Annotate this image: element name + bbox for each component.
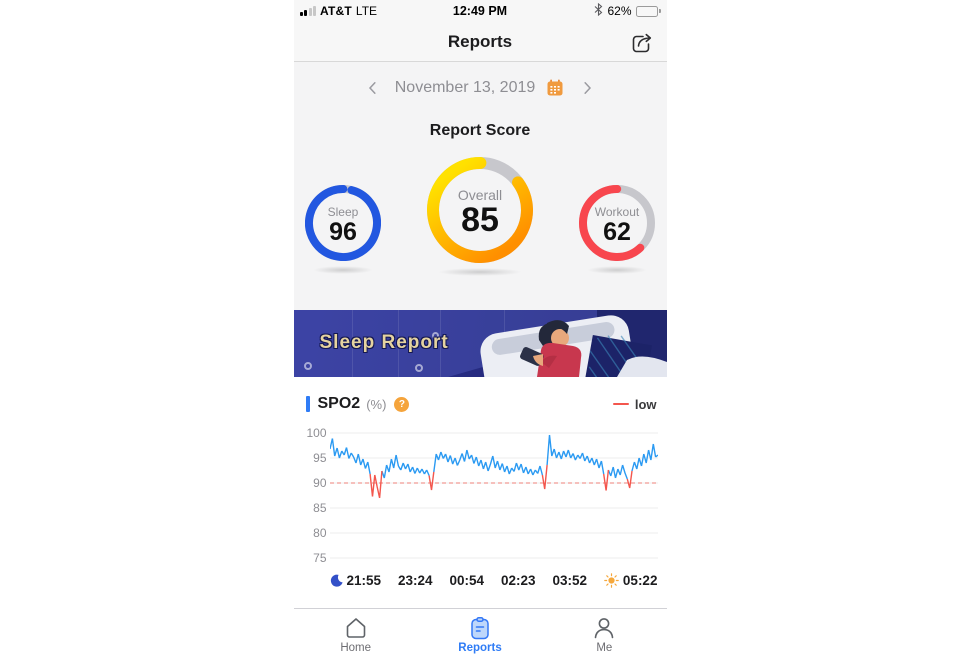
y-tick: 100 — [306, 426, 327, 440]
me-icon — [595, 617, 614, 638]
phone-screen: AT&T LTE 12:49 PM 62% Reports — [293, 0, 667, 660]
workout-gauge-label: Workout — [594, 205, 640, 220]
banner-title: Sleep Report — [319, 332, 449, 353]
low-legend-dash — [612, 402, 629, 406]
network-label: LTE — [355, 4, 378, 18]
sleep-gauge-label: Sleep — [327, 205, 359, 220]
spo2-chart-svg — [328, 432, 658, 559]
overall-gauge-ring — [427, 157, 533, 263]
workout-gauge-value: 62 — [603, 218, 631, 247]
y-axis-labels: 100 95 90 85 80 75 — [306, 426, 330, 565]
sleep-report-banner[interactable]: Sleep Report — [293, 310, 667, 377]
reports-icon — [471, 616, 489, 639]
calendar-button[interactable] — [545, 78, 565, 98]
report-score-section: November 13, 2019 — [293, 62, 667, 310]
sleep-illustration — [479, 310, 667, 377]
tab-reports[interactable]: Reports — [418, 609, 542, 660]
report-score-title: Report Score — [429, 122, 531, 139]
chevron-left-icon — [368, 82, 376, 94]
y-tick: 85 — [313, 501, 327, 515]
calendar-icon — [547, 79, 563, 96]
spo2-section: SPO2 (%) ? low 100 95 90 85 80 75 — [293, 377, 667, 608]
y-tick: 75 — [313, 551, 327, 565]
x-axis-labels: 21:55 23:24 00:54 02:23 03:52 05:22 — [330, 573, 658, 588]
low-legend-label: low — [634, 396, 657, 412]
status-bar: AT&T LTE 12:49 PM 62% — [293, 0, 667, 22]
sleep-gauge-value: 96 — [329, 218, 357, 247]
low-legend: low — [612, 396, 657, 412]
x-tick: 03:52 — [552, 573, 587, 588]
bluetooth-icon — [594, 2, 603, 19]
help-icon[interactable]: ? — [394, 396, 410, 412]
date-navigator: November 13, 2019 — [294, 62, 667, 100]
overall-gauge-value: 85 — [461, 200, 499, 239]
spo2-unit-label: (%) — [366, 396, 387, 412]
share-button[interactable] — [629, 30, 655, 56]
share-icon — [632, 33, 651, 53]
spo2-chart: 100 95 90 85 80 75 — [306, 426, 658, 565]
clock: 12:49 PM — [452, 4, 508, 18]
sun-icon — [604, 573, 619, 588]
x-tick: 23:24 — [397, 573, 433, 588]
workout-gauge-ring — [579, 185, 655, 261]
home-icon — [346, 617, 365, 638]
workout-score-gauge: Workout 62 — [579, 185, 655, 274]
tab-me[interactable]: Me — [542, 609, 666, 660]
tab-home[interactable]: Home — [294, 609, 418, 660]
chevron-right-icon — [584, 82, 592, 94]
battery-icon — [635, 5, 661, 17]
signal-strength-icon — [299, 6, 316, 16]
x-tick-start: 21:55 — [330, 573, 381, 588]
x-tick: 02:23 — [500, 573, 536, 588]
overall-score-gauge: Overall 85 — [427, 157, 533, 276]
overall-gauge-label: Overall — [457, 186, 503, 203]
carrier-label: AT&T — [320, 4, 352, 18]
previous-day-button[interactable] — [361, 76, 385, 100]
current-date-label: November 13, 2019 — [394, 79, 536, 96]
moon-icon — [330, 574, 343, 587]
sleep-score-gauge: Sleep 96 — [305, 185, 381, 274]
y-tick: 80 — [313, 526, 327, 540]
next-day-button[interactable] — [575, 76, 599, 100]
score-gauges: Sleep 96 Overall 85 Workout 62 — [294, 157, 667, 281]
sleep-gauge-ring — [305, 185, 381, 261]
battery-percent-label: 62% — [607, 4, 632, 18]
section-accent-bar — [305, 396, 310, 412]
x-tick: 00:54 — [449, 573, 484, 588]
tab-bar: Home Reports Me — [293, 608, 667, 660]
spo2-title: SPO2 — [317, 395, 361, 412]
spo2-header: SPO2 (%) ? low — [305, 395, 657, 413]
x-tick-end: 05:22 — [604, 573, 657, 588]
nav-bar: Reports — [293, 22, 667, 62]
y-tick: 90 — [313, 476, 327, 490]
page-title: Reports — [447, 31, 513, 51]
y-tick: 95 — [313, 451, 327, 465]
